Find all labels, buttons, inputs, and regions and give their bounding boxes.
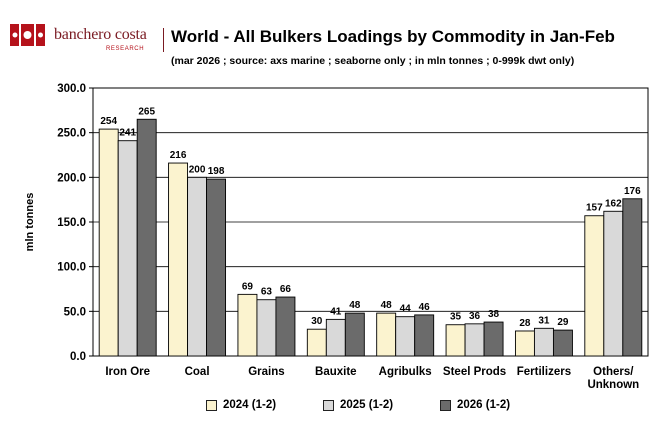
y-tick-label: 300.0 [57,83,86,95]
legend-item-2026: 2026 (1-2) [440,399,510,411]
bar-value-label: 29 [557,317,569,328]
bar-value-label: 66 [280,284,292,295]
bar [584,215,605,357]
bar-value-label: 31 [538,315,550,326]
bar-value-label: 254 [100,116,117,127]
bar [275,296,296,357]
bar [117,140,138,357]
legend-label-2024: 2024 (1-2) [223,399,277,411]
bar-value-label: 48 [381,300,393,311]
legend-label-2026: 2026 (1-2) [457,399,511,411]
chart-header: banchero costa RESEARCH World - All Bulk… [0,0,670,80]
bar-value-label: 241 [119,128,136,139]
bar-value-label: 216 [170,150,187,161]
bar-value-label: 28 [519,318,531,329]
bar-value-label: 157 [586,203,603,214]
bar-chart: 0.0 50.0 100.0 150.0 200.0 250.0 300.0 mln tonn… [24,83,649,391]
x-tick-label: Steel Prods [443,366,506,378]
chart-subtitle: (mar 2026 ; source: axs marine ; seaborn… [171,55,575,67]
header-divider [163,28,164,52]
bar-value-label: 30 [311,316,323,327]
bar [464,323,485,357]
brand-name: banchero costa [54,26,147,43]
legend-swatch-2026 [440,399,451,411]
chart-legend: 2024 (1-2) 2025 (1-2) 2026 (1-2) [0,399,670,419]
bar [256,299,277,357]
bar-value-label: 265 [138,106,155,117]
y-tick-label: 50.0 [64,306,86,318]
y-tick-label: 0.0 [70,351,86,363]
y-tick-label: 150.0 [57,217,86,229]
legend-item-2024: 2024 (1-2) [206,399,276,411]
x-tick-label: Fertilizers [517,366,571,378]
x-tick-label: Others/ [593,366,634,378]
bar [622,198,643,357]
bar [483,321,504,357]
bar-value-label: 48 [349,300,361,311]
bar [325,318,346,357]
bar-value-label: 41 [330,306,342,317]
chart-title: World - All Bulkers Loadings by Commodit… [171,27,615,46]
bar-value-label: 198 [208,166,225,177]
bar-value-label: 46 [419,302,431,313]
y-axis-label: mln tonnes [24,193,36,252]
y-tick-label: 250.0 [57,128,86,140]
bar-value-label: 63 [261,287,273,298]
bar [514,330,535,357]
bar-value-label: 69 [242,281,254,292]
bar [414,314,435,357]
bar [552,329,573,357]
bar [306,328,327,357]
bar-value-label: 44 [400,304,412,315]
bar [344,312,365,357]
brand-tagline: RESEARCH [106,46,145,52]
bar-value-label: 200 [189,164,206,175]
bar-value-label: 36 [469,311,481,322]
bar [136,118,157,357]
x-tick-label: Grains [248,366,284,378]
legend-label-2025: 2025 (1-2) [340,399,394,411]
x-tick-label: Coal [185,366,210,378]
bar [98,128,119,357]
legend-swatch-2025 [323,399,334,411]
bar [187,176,208,357]
legend-item-2025: 2025 (1-2) [323,399,393,411]
bar [168,162,189,357]
banchero-costa-logo: banchero costa RESEARCH [10,22,160,58]
bar [445,324,466,357]
bar [395,316,416,357]
x-tick-label: Iron Ore [105,366,150,378]
logo-mark-icon [10,24,45,46]
bar [376,312,397,357]
bar-value-label: 162 [605,198,622,209]
x-tick-label: Agribulks [379,366,432,378]
y-tick-label: 200.0 [57,172,86,184]
bar-value-label: 176 [624,186,641,197]
bar [603,210,624,357]
bar [533,327,554,357]
x-tick-label: Unknown [587,379,639,391]
bar-value-label: 38 [488,309,500,320]
legend-swatch-2024 [206,399,217,411]
bar-value-label: 35 [450,312,462,323]
x-tick-label: Bauxite [315,366,357,378]
bar [237,293,258,357]
bar [206,178,227,357]
y-tick-label: 100.0 [57,262,86,274]
